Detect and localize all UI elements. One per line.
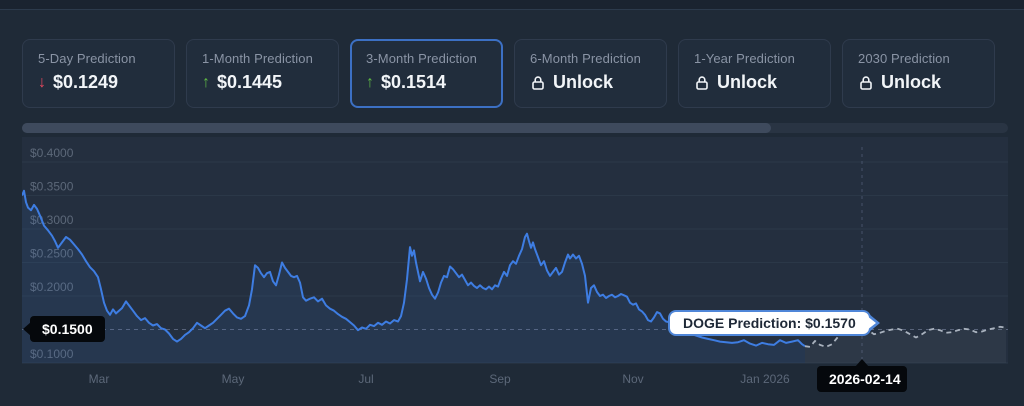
prediction-card-2030[interactable]: 2030 Prediction Unlock [842, 39, 995, 108]
window-top-strip [0, 0, 1024, 10]
prediction-card-1-month[interactable]: 1-Month Prediction ↑ $0.1445 [186, 39, 339, 108]
svg-text:$0.2500: $0.2500 [30, 247, 74, 261]
svg-text:Jan 2026: Jan 2026 [740, 372, 790, 386]
card-label: 1-Year Prediction [694, 51, 795, 66]
card-unlock-label: Unlock [717, 72, 778, 92]
arrow-up-icon: ↑ [202, 73, 210, 91]
prediction-card-1-year[interactable]: 1-Year Prediction Unlock [678, 39, 831, 108]
card-price: $0.1249 [53, 72, 119, 92]
scrollbar-thumb[interactable] [22, 123, 772, 133]
card-value: Unlock [694, 72, 815, 93]
prediction-tooltip: DOGE Prediction: $0.1570 [668, 310, 880, 336]
card-label: 3-Month Prediction [366, 51, 477, 66]
svg-text:Jul: Jul [358, 372, 373, 386]
price-chart[interactable]: $0.4000$0.3500$0.3000$0.2500$0.2000$0.10… [22, 137, 1008, 392]
card-value: ↑ $0.1514 [366, 72, 487, 93]
svg-text:$0.1000: $0.1000 [30, 347, 74, 361]
prediction-cards-row: 5-Day Prediction ↓ $0.1249 1-Month Predi… [22, 39, 995, 108]
card-value: Unlock [858, 72, 979, 93]
card-price: $0.1514 [381, 72, 447, 92]
svg-text:$0.3500: $0.3500 [30, 180, 74, 194]
chart-zoom-scrollbar[interactable] [22, 123, 1008, 133]
lock-icon [532, 75, 544, 90]
lock-icon [860, 75, 872, 90]
prediction-card-6-month[interactable]: 6-Month Prediction Unlock [514, 39, 667, 108]
card-price: $0.1445 [217, 72, 283, 92]
card-value: ↓ $0.1249 [38, 72, 159, 93]
card-value: ↑ $0.1445 [202, 72, 323, 93]
prediction-date-tag: 2026-02-14 [817, 366, 907, 392]
svg-text:Nov: Nov [622, 372, 643, 386]
tooltip-pointer-icon [866, 316, 876, 330]
card-label: 2030 Prediction [858, 51, 950, 66]
card-label: 5-Day Prediction [38, 51, 136, 66]
card-label: 1-Month Prediction [202, 51, 313, 66]
svg-text:$0.2000: $0.2000 [30, 280, 74, 294]
current-price-tag: $0.1500 [30, 316, 105, 343]
card-unlock-label: Unlock [553, 72, 614, 92]
svg-text:May: May [222, 372, 245, 386]
arrow-down-icon: ↓ [38, 73, 46, 91]
arrow-up-icon: ↑ [366, 73, 374, 91]
lock-icon [696, 75, 708, 90]
prediction-card-3-month[interactable]: 3-Month Prediction ↑ $0.1514 [350, 39, 503, 108]
svg-text:Mar: Mar [89, 372, 110, 386]
chart-canvas[interactable]: $0.4000$0.3500$0.3000$0.2500$0.2000$0.10… [22, 137, 1008, 389]
card-label: 6-Month Prediction [530, 51, 641, 66]
prediction-card-5-day[interactable]: 5-Day Prediction ↓ $0.1249 [22, 39, 175, 108]
svg-text:Sep: Sep [489, 372, 511, 386]
card-unlock-label: Unlock [881, 72, 942, 92]
card-value: Unlock [530, 72, 651, 93]
svg-text:$0.4000: $0.4000 [30, 146, 74, 160]
